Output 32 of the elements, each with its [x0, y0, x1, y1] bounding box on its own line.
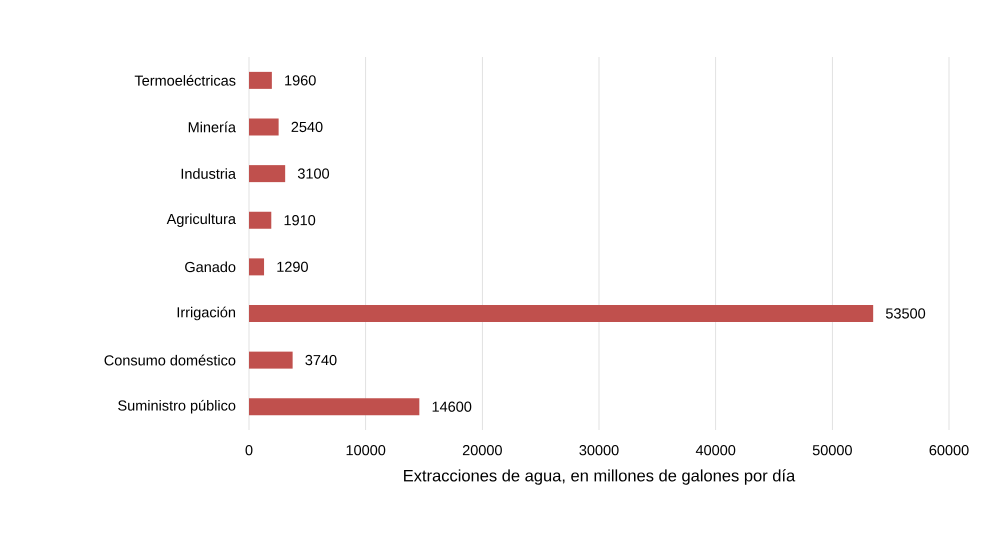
bar	[249, 118, 279, 136]
y-tick-label: Suministro público	[118, 400, 236, 414]
data-label: 1910	[284, 215, 316, 226]
bar	[249, 304, 874, 322]
x-tick-label: 40000	[696, 445, 736, 456]
x-tick-label: 0	[246, 445, 252, 456]
data-label: 1290	[277, 262, 308, 272]
data-label: 53500	[886, 308, 926, 319]
data-label: 1960	[285, 75, 316, 86]
x-axis-title: Extracciones de agua, en millones de galones por día	[404, 469, 796, 485]
y-tick-label: Irrigación	[178, 306, 236, 320]
bar	[249, 258, 264, 276]
y-tick-label: Minería	[188, 122, 236, 132]
bar	[249, 212, 272, 229]
data-label: 14600	[432, 402, 472, 412]
x-tick-label: 10000	[346, 445, 386, 456]
x-tick-label: 60000	[930, 445, 969, 456]
y-tick-label: Ganado	[185, 262, 236, 272]
x-tick-label: 30000	[579, 445, 619, 456]
bar	[249, 72, 272, 89]
x-tick-label: 50000	[812, 445, 852, 456]
y-tick-label: Agricultura	[166, 213, 236, 227]
y-tick-label: Termoeléctricas	[134, 74, 236, 86]
data-label: 3100	[298, 168, 330, 179]
y-tick-label: Consumo doméstico	[104, 354, 236, 366]
x-tick-label: 20000	[462, 445, 502, 456]
data-label: 2540	[292, 122, 323, 132]
bar	[249, 398, 420, 416]
data-label: 3740	[305, 354, 337, 366]
bar	[249, 165, 286, 182]
bar	[249, 352, 293, 369]
y-tick-label: Industria	[182, 168, 236, 179]
